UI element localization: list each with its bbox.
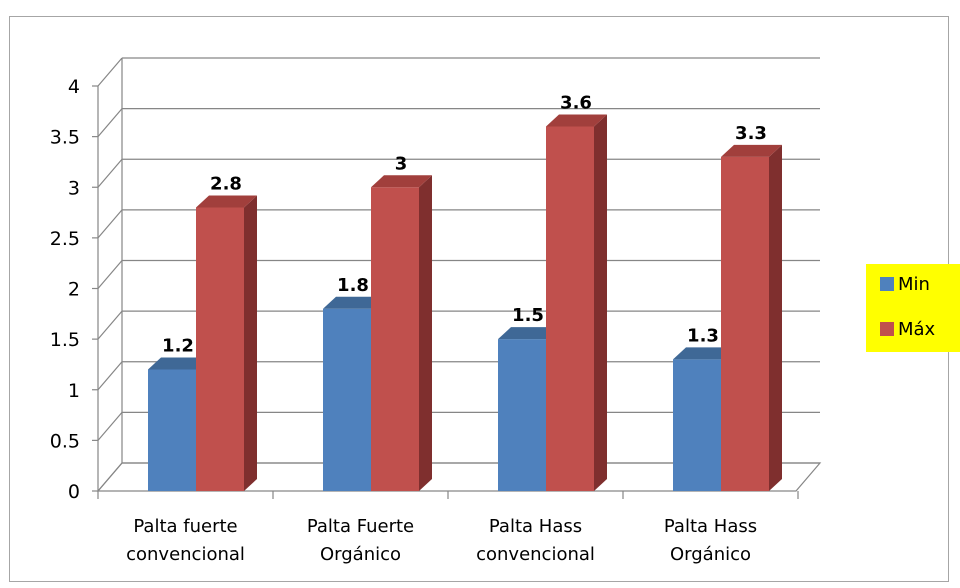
bar-mx-0 xyxy=(196,195,257,491)
bar-top xyxy=(371,175,432,188)
y-tick-label: 0.5 xyxy=(50,430,80,452)
gridline-side xyxy=(97,260,123,289)
bar-mx-2 xyxy=(546,114,607,491)
category-label: convencional xyxy=(126,544,245,565)
legend-label: Min xyxy=(898,274,930,295)
category-label: Palta Hass xyxy=(489,516,582,537)
category-label: Orgánico xyxy=(670,544,751,565)
bar-top xyxy=(721,144,782,157)
bar-front xyxy=(721,156,769,491)
category-label: convencional xyxy=(476,544,595,565)
data-label: 1.8 xyxy=(337,275,369,296)
data-label: 2.8 xyxy=(210,174,242,195)
y-tick-label: 2 xyxy=(68,279,80,301)
gridline-side xyxy=(97,310,123,340)
bar-top xyxy=(673,347,734,360)
y-tick-label: 3 xyxy=(68,177,80,199)
y-tick-label: 1.5 xyxy=(50,329,80,351)
y-tick-label: 3.5 xyxy=(50,127,80,149)
legend-swatch xyxy=(880,277,894,291)
legend-label: Máx xyxy=(898,319,936,340)
gridline-side xyxy=(97,411,123,441)
category-label: Orgánico xyxy=(320,544,401,565)
data-label: 3 xyxy=(395,153,408,174)
y-tick-label: 0 xyxy=(68,481,80,503)
bar-top xyxy=(546,114,607,127)
category-label: Palta Fuerte xyxy=(307,516,414,537)
bar-mx-1 xyxy=(371,175,432,491)
gridline-side xyxy=(97,57,123,87)
data-label: 3.3 xyxy=(735,123,767,144)
bar-top xyxy=(323,296,384,309)
gridline-side xyxy=(97,209,123,239)
gridline-side xyxy=(97,108,123,138)
bar-front xyxy=(673,359,721,491)
y-tick-label: 4 xyxy=(68,76,80,98)
category-label: Palta Hass xyxy=(664,516,757,537)
bar-side xyxy=(244,195,257,491)
y-tick-label: 2.5 xyxy=(50,228,80,250)
bar-top xyxy=(148,357,209,370)
data-label: 1.2 xyxy=(162,336,194,357)
category-label: Palta fuerte xyxy=(133,516,237,537)
y-tick-label: 1 xyxy=(68,380,80,402)
bar-front xyxy=(323,308,371,491)
bar-front xyxy=(196,207,244,491)
bar-side xyxy=(419,175,432,491)
gridline-side xyxy=(97,361,123,391)
data-label: 3.6 xyxy=(560,93,592,114)
bar-top xyxy=(196,195,257,208)
bar-side xyxy=(769,144,782,491)
legend-swatch xyxy=(880,322,894,336)
gridline-side xyxy=(97,158,123,188)
bar-front xyxy=(371,187,419,491)
bar-front xyxy=(498,339,546,491)
bar-mx-3 xyxy=(721,144,782,491)
bar-front xyxy=(148,369,196,491)
data-label: 1.3 xyxy=(687,325,719,346)
bar-front xyxy=(546,126,594,491)
bar-top xyxy=(498,327,559,340)
data-label: 1.5 xyxy=(512,305,544,326)
legend: Min Máx xyxy=(866,264,960,352)
bar-side xyxy=(594,114,607,491)
